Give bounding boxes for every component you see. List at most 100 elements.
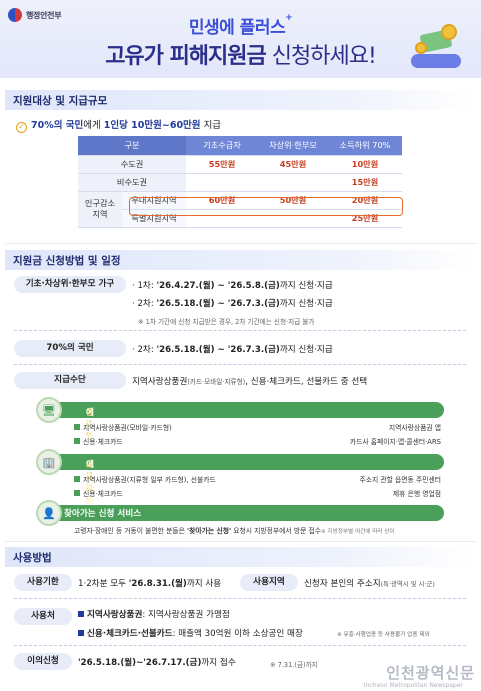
table-cell: 15만원 [328,173,402,192]
building-icon: 🏢 [36,449,62,475]
means-a: 지역사랑상품권 [132,377,188,387]
usage-period-text: 1·2차분 모두 '26.8.31.(월)까지 사용 [78,577,221,589]
table-cell-label: 비수도권 [78,173,186,192]
visit-title: 찾아가는 신청 서비스 [64,509,142,519]
visit-text-a: 고령자·장애인 등 거동이 불편한 분들은 [74,527,188,535]
offline-row-1-left-text: 지역사랑상품권(지류형 일부 카드형), 선불카드 [83,476,216,484]
computer-icon: 🖥 [36,397,62,423]
round-suffix: 까지 신청·지급 [279,299,333,309]
headline-main: 고유가 피해지원금 신청하세요! [0,38,481,70]
online-row-1-right: 지역사랑상품권 앱 [388,424,441,432]
header-banner: 행정안전부 민생에 플러스+ 고유가 피해지원금 신청하세요! [0,0,481,78]
table-cell [258,173,328,192]
round-suffix: 까지 신청·지급 [279,345,333,355]
usage-region-text: 신청자 본인의 주소지(특·광역시 및 시·군) [304,577,435,589]
square-bullet-icon [74,438,80,444]
appeal-note: ※ 7.31.(금)까지 [270,661,318,669]
amount-table: 구분 기초수급자 차상위·한부모 소득하위 70% 수도권 55만원 45만원 … [78,136,402,228]
appeal-text: '26.5.18.(월)~'26.7.17.(금)까지 접수 [78,656,236,668]
offline-word: 오프라인 [86,460,94,506]
eligibility-summary: ✓ 70%의 국민에게 1인당 10만원~60만원 지급 [16,117,221,133]
group-label-line: 인구감소 [84,198,116,208]
round-dates: '26.5.18.(월) ~ '26.7.3.(금) [156,299,280,309]
region-b: (특·광역시 및 시·군) [380,580,435,588]
table-header: 소득하위 70% [328,136,402,156]
table-row: 인구감소 지역 우대지원지역 60만원 50만원 20만원 [78,191,402,228]
divider [14,645,466,646]
offline-row-2-left: 신용·체크카드 [74,488,123,498]
round-note: ※ 1차 기간에 신청 지급받은 경우, 2차 기간에는 신청·지급 불가 [138,318,315,326]
divider [14,330,466,331]
table-cell [258,209,328,228]
usage-place-1: 지역사랑상품권: 지역사랑상품권 가맹점 [78,608,230,620]
newspaper-watermark: 인천광역신문 [386,664,475,682]
usage-place-2: 신용·체크카드·선불카드: 매출액 30억원 이하 소상공인 매장 [78,627,303,639]
group-label-line: 지역 [92,209,108,219]
check-circle-icon: ✓ [16,122,27,133]
headline-top-a: 민생 [188,18,220,38]
round-prefix: · 2차: [132,299,157,309]
section-title-text: 지원금 신청방법 및 일정 [13,255,121,267]
round-prefix: · 2차: [132,345,157,355]
round-dates: '26.4.27.(월) ~ '26.5.8.(금) [156,281,280,291]
section-title-eligibility: 지원대상 및 지급규모 [5,90,476,110]
place1-a: 지역사랑상품권 [87,610,143,620]
divider [5,243,476,244]
square-bullet-icon [74,424,80,430]
region-a: 신청자 본인의 주소지 [304,579,381,589]
place1-b: : 지역사랑상품권 가맹점 [142,610,230,620]
lead-amount: 1인당 10만원~60만원 [103,120,201,131]
round-prefix: · 1차: [132,281,157,291]
table-cell-label: 수도권 [78,155,186,174]
headline-main-a: 고유가 피해지원금 [105,44,267,69]
headline-main-b: 신청하세요! [265,44,377,69]
table-row: 수도권 55만원 45만원 10만원 [78,155,402,174]
square-bullet-icon [74,476,80,482]
money-illustration-icon [407,20,469,72]
usage-region-label: 사용지역 [240,574,298,591]
highlight-frame [129,197,403,216]
schedule-round1: · 1차: '26.4.27.(월) ~ '26.5.8.(금)까지 신청·지급 [132,279,333,291]
lead-mid: 에게 [83,120,104,131]
target-label-low-income: 기초·차상위·한부모 가구 [14,276,126,293]
online-row-2-right: 카드사 홈페이지·앱·콜센터·ARS [349,438,441,446]
headline-top-b: 에 플러스 [219,18,286,38]
section-title-text: 사용방법 [13,552,52,564]
visit-note: ※ 지방정부별 여건에 따라 상이 [321,529,395,535]
place-note: ※ 유흥·사행업종 등 사용불가 업종 제외 [337,632,430,638]
means-b: (카드·모바일·지류형) [187,378,246,386]
payment-means-text: 지역사랑상품권(카드·모바일·지류형), 신용·체크카드, 선불카드 중 선택 [132,375,367,387]
divider [14,364,466,365]
target-label-70pct: 70%의 국민 [14,340,126,357]
lead-end: 지급 [200,120,222,131]
table-cell [186,209,258,228]
table-cell: 25만원 [328,209,402,228]
square-bullet-icon [74,490,80,496]
section-title-schedule: 지원금 신청방법 및 일정 [5,250,476,270]
newspaper-watermark-en: Incheon Metropolitan Newspaper [363,682,463,689]
offline-row-2-left-text: 신용·체크카드 [83,490,123,498]
table-cell: 60만원 [186,191,258,210]
ministry-name: 행정안전부 [26,10,62,20]
online-row-2-left: 신용·체크카드 [74,436,123,446]
square-bullet-icon [78,630,84,636]
table-cell: 55만원 [186,155,258,174]
visit-text-b: '찾아가는 신청' [187,527,232,535]
table-header: 구분 [78,136,186,156]
place2-a: 신용·체크카드·선불카드 [87,629,173,639]
table-cell-label: 우대지원지역 [122,191,186,210]
visit-text-c: 요청시 지방정부에서 방문 접수 [231,527,321,535]
payment-means-label: 지급수단 [14,372,126,389]
section-title-usage: 사용방법 [5,547,476,567]
round-suffix: 까지 신청·지급 [279,281,333,291]
table-cell: 20만원 [328,191,402,210]
person-visit-icon: 👤 [36,500,62,526]
headline-top: 민생에 플러스+ [0,13,481,38]
period-b: '26.8.31.(월) [128,579,187,589]
visit-description: 고령자·장애인 등 거동이 불편한 분들은 '찾아가는 신청' 요청시 지방정부… [74,525,395,535]
offline-row-1-right: 주소지 관할 읍면동 주민센터 [359,476,441,484]
offline-row-2-right: 제휴 은행 영업점 [392,490,441,498]
usage-period-label: 사용기한 [14,574,72,591]
